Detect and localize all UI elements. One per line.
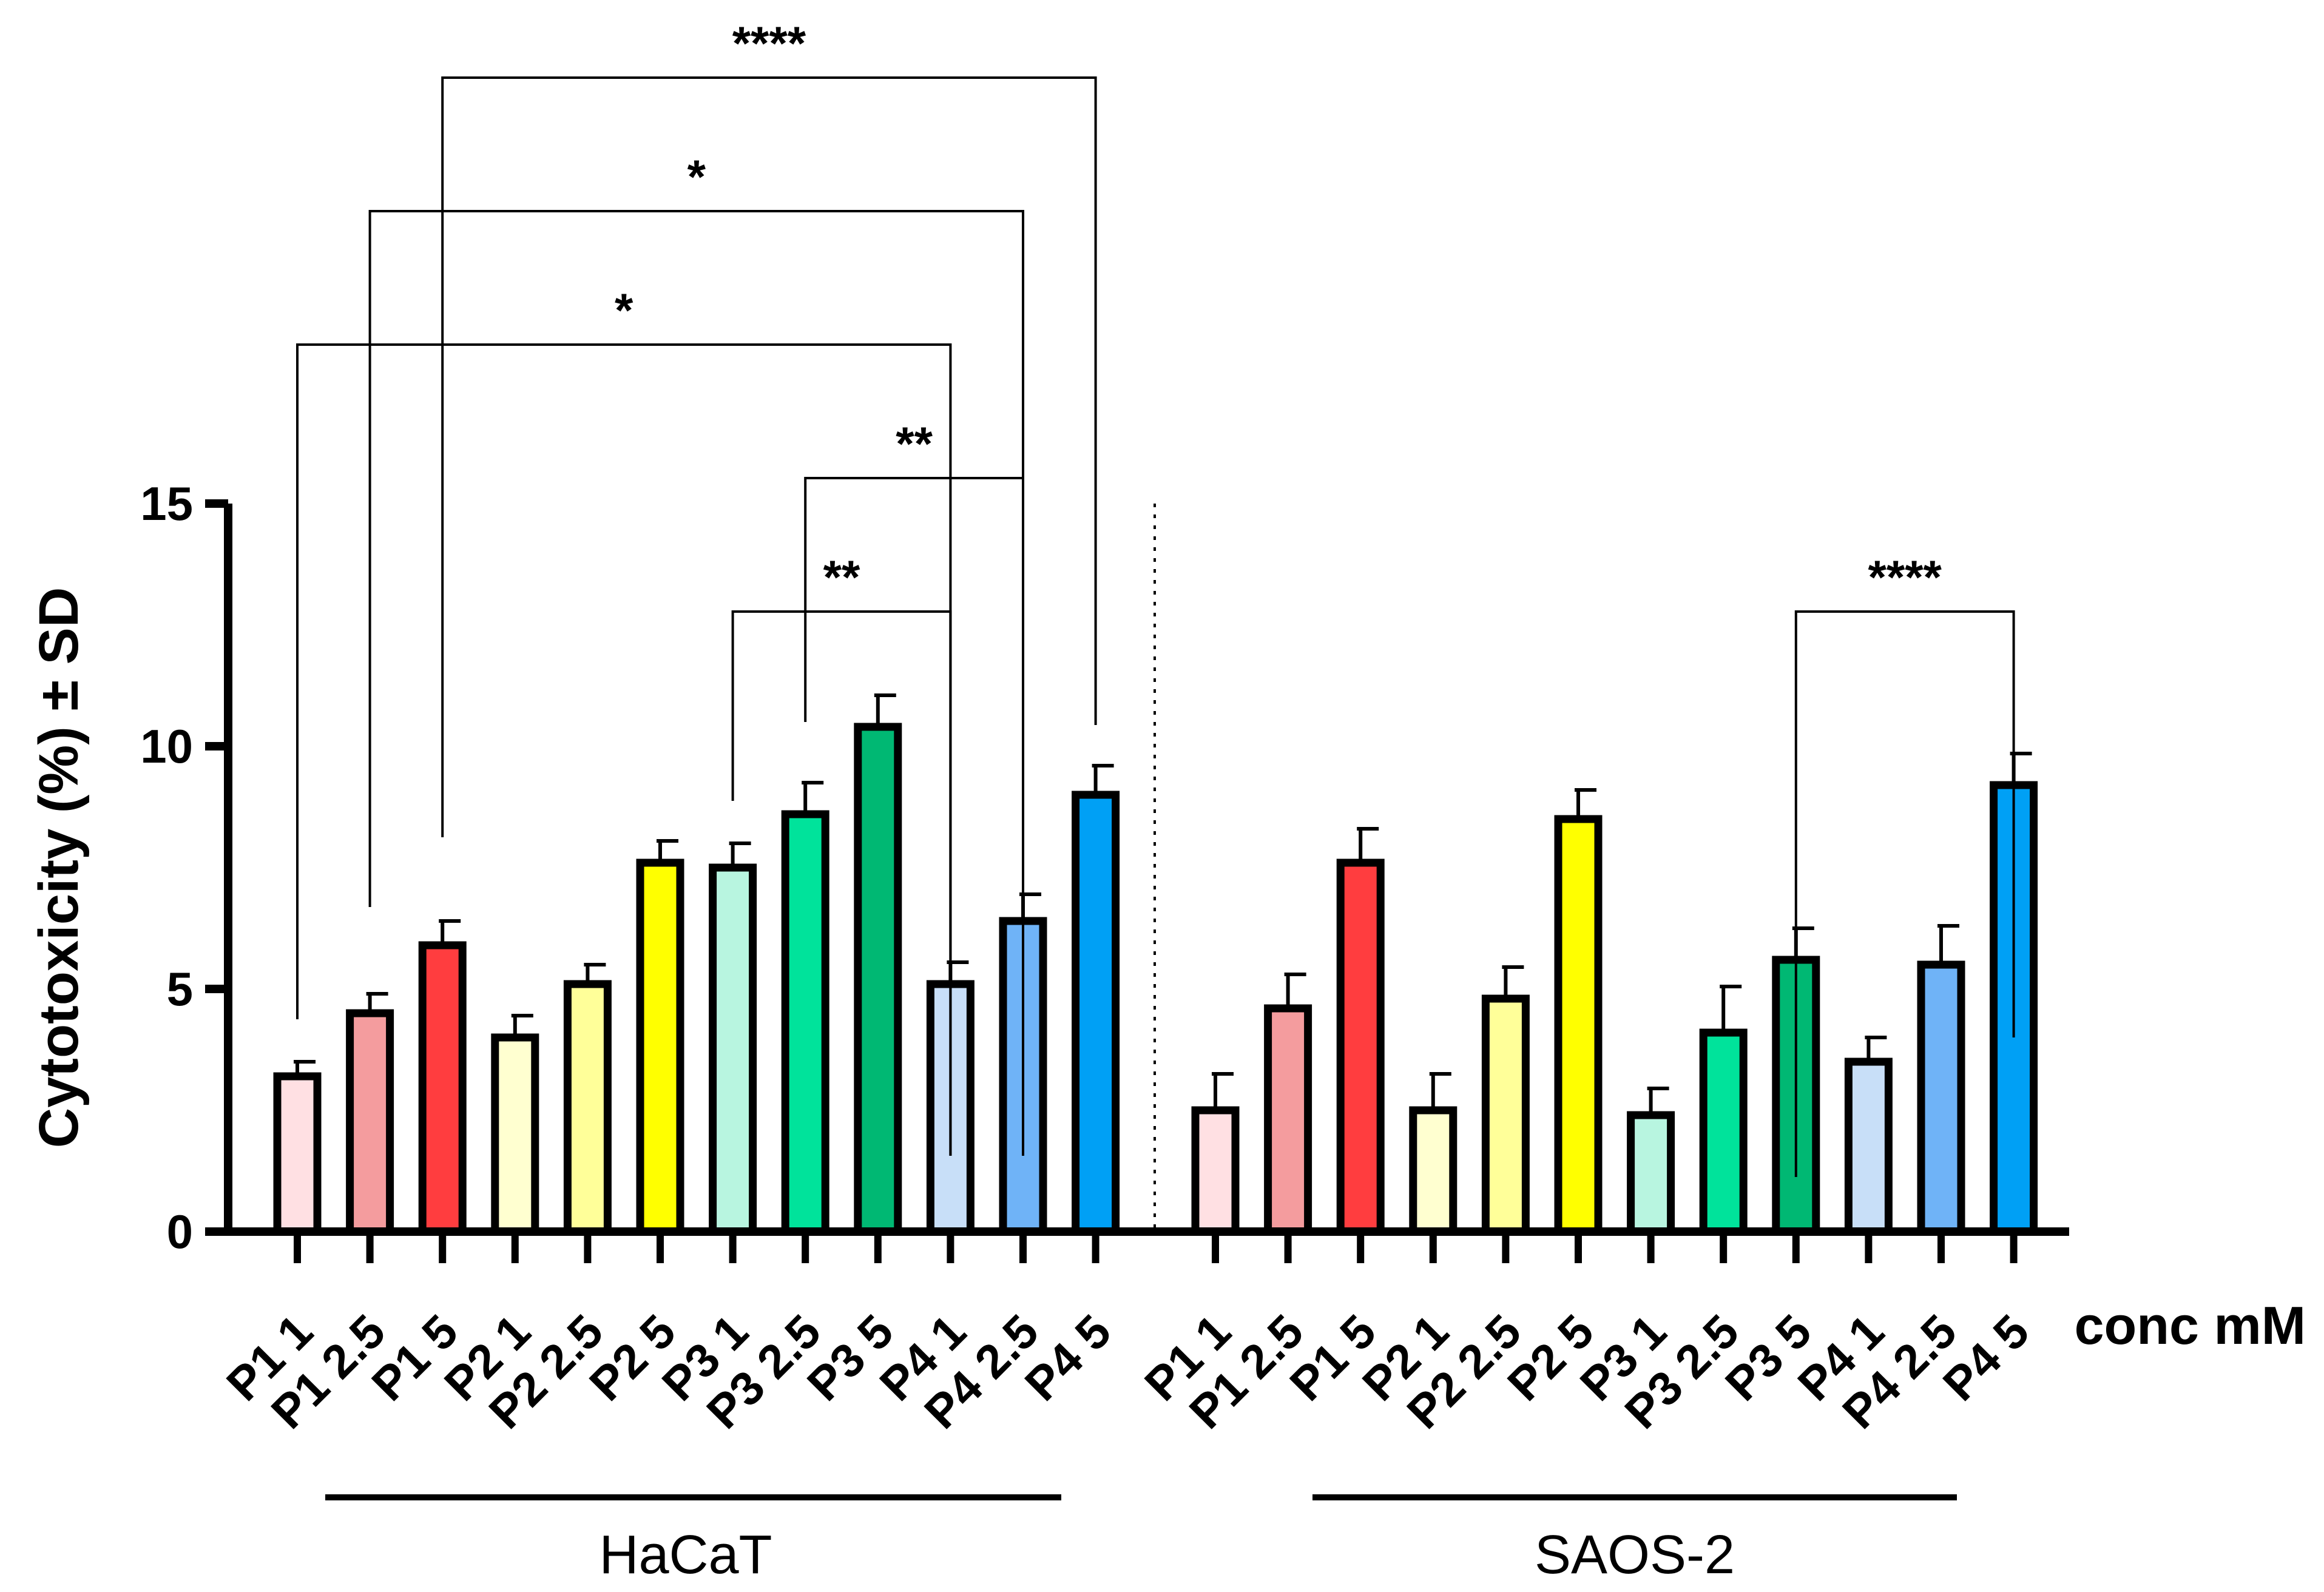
bar-SAOS-2-2 <box>1336 858 1385 1236</box>
y-tick-label-5: 5 <box>167 962 193 1016</box>
bar-HaCaT-1 <box>346 1009 394 1236</box>
significance-label-SAOS-2-0: **** <box>1868 550 1942 604</box>
bar-SAOS-2-1 <box>1264 1004 1312 1236</box>
bar-SAOS-2-3 <box>1409 1106 1458 1236</box>
bar-HaCaT-7 <box>781 810 829 1236</box>
y-tick-label-15: 15 <box>140 477 193 530</box>
bar-HaCaT-5 <box>636 858 684 1236</box>
bar-SAOS-2-9 <box>1844 1057 1893 1236</box>
bar-HaCaT-0 <box>273 1072 322 1236</box>
significance-label-HaCaT-3: * <box>687 150 706 203</box>
x-axis-unit-label: conc mM <box>2075 1295 2306 1355</box>
bar-SAOS-2-5 <box>1554 815 1603 1236</box>
y-tick-label-0: 0 <box>167 1205 193 1258</box>
group-label-HaCaT: HaCaT <box>599 1525 772 1585</box>
bar-SAOS-2-7 <box>1699 1028 1748 1236</box>
significance-bracket-HaCaT-0 <box>731 610 952 1156</box>
group-label-SAOS-2: SAOS-2 <box>1535 1525 1735 1585</box>
significance-label-HaCaT-0: ** <box>823 550 860 604</box>
labels-layer: Cytotoxicity (%) ± SD conc mM <box>28 587 2306 1355</box>
significance-label-HaCaT-4: **** <box>732 16 806 70</box>
y-tick-label-10: 10 <box>140 720 193 773</box>
bar-SAOS-2-6 <box>1627 1111 1675 1236</box>
bar-HaCaT-3 <box>491 1033 539 1236</box>
y-axis-label: Cytotoxicity (%) ± SD <box>28 587 90 1148</box>
significance-bracket-HaCaT-3 <box>368 210 1024 1156</box>
significance-bracket-HaCaT-4 <box>441 76 1097 837</box>
bar-HaCaT-6 <box>709 863 757 1236</box>
significance-label-HaCaT-1: ** <box>896 417 933 470</box>
significance-label-HaCaT-2: * <box>615 283 633 337</box>
bar-HaCaT-2 <box>418 941 467 1236</box>
bar-SAOS-2-4 <box>1481 994 1530 1236</box>
significance-layer: ************** <box>296 16 2015 1177</box>
bar-HaCaT-8 <box>854 723 902 1236</box>
significance-bracket-HaCaT-2 <box>296 343 952 1156</box>
bar-SAOS-2-10 <box>1917 960 1965 1236</box>
x-tick-label-HaCaT-11: P4 5 <box>1015 1304 1121 1411</box>
bar-HaCaT-11 <box>1072 791 1120 1236</box>
x-tick-label-SAOS-2-11: P4 5 <box>1933 1304 2039 1411</box>
bar-SAOS-2-0 <box>1191 1106 1240 1236</box>
significance-bracket-SAOS-2-0 <box>1794 610 2015 1177</box>
bar-HaCaT-4 <box>563 980 612 1236</box>
